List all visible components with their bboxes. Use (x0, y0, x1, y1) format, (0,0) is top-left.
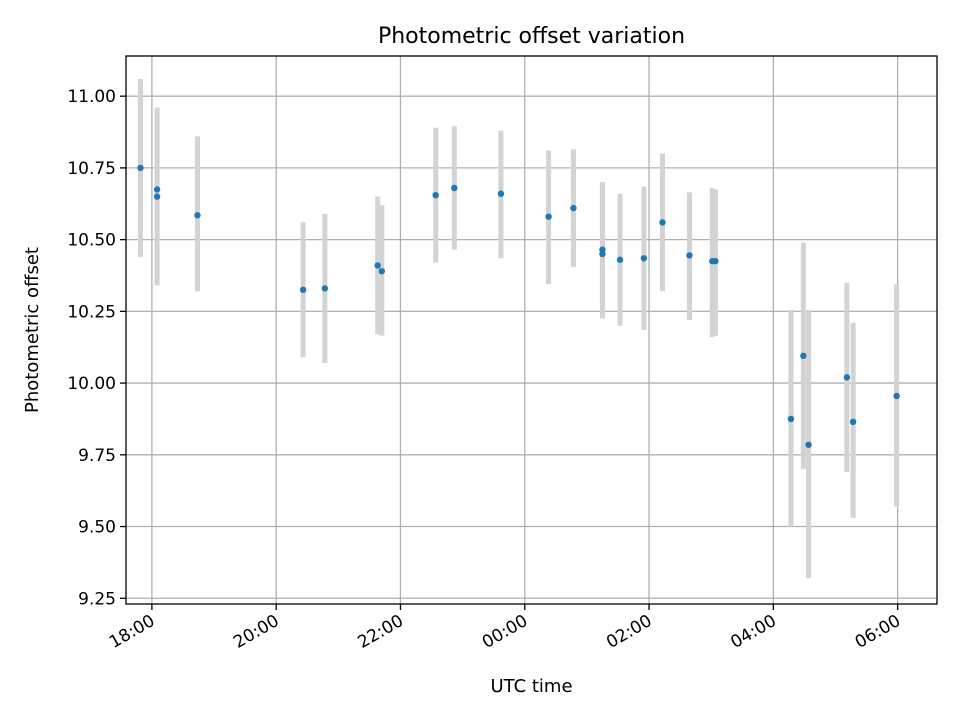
grid-layer (126, 56, 937, 604)
x-axis-label: UTC time (490, 676, 572, 697)
y-tick-label: 11.00 (67, 87, 116, 107)
plot-frame (125, 55, 938, 605)
data-point (805, 441, 812, 448)
data-point (153, 186, 161, 193)
y-tick-label: 10.00 (67, 374, 116, 394)
data-point (570, 204, 577, 212)
y-tick-label: 10.75 (67, 159, 116, 179)
data-point (616, 256, 624, 263)
data-point (800, 352, 807, 360)
data-point (451, 184, 458, 192)
chart-title: Photometric offset variation (378, 24, 685, 49)
data-point (686, 252, 693, 259)
data-point (497, 190, 505, 197)
data-point (299, 286, 307, 294)
data-point (137, 164, 144, 172)
data-point (153, 193, 161, 200)
data-point (321, 285, 329, 292)
y-tick-label: 9.50 (78, 518, 116, 538)
data-point (787, 415, 795, 423)
y-tick-label: 10.50 (67, 231, 116, 251)
data-point (849, 418, 857, 426)
data-point (194, 212, 201, 219)
y-axis-label: Photometric offset (22, 247, 43, 413)
y-tick-label: 10.25 (67, 302, 116, 322)
point-layer (137, 164, 900, 448)
data-point (659, 219, 666, 226)
data-point (432, 191, 439, 199)
data-point (893, 392, 900, 400)
y-tick-label: 9.25 (78, 589, 116, 609)
y-tick-label: 9.75 (78, 446, 116, 466)
data-point (843, 374, 851, 381)
data-point (374, 262, 381, 269)
data-point (545, 213, 552, 220)
data-point (712, 257, 719, 265)
data-point (378, 267, 386, 275)
data-point (599, 250, 606, 258)
data-point (640, 255, 648, 262)
